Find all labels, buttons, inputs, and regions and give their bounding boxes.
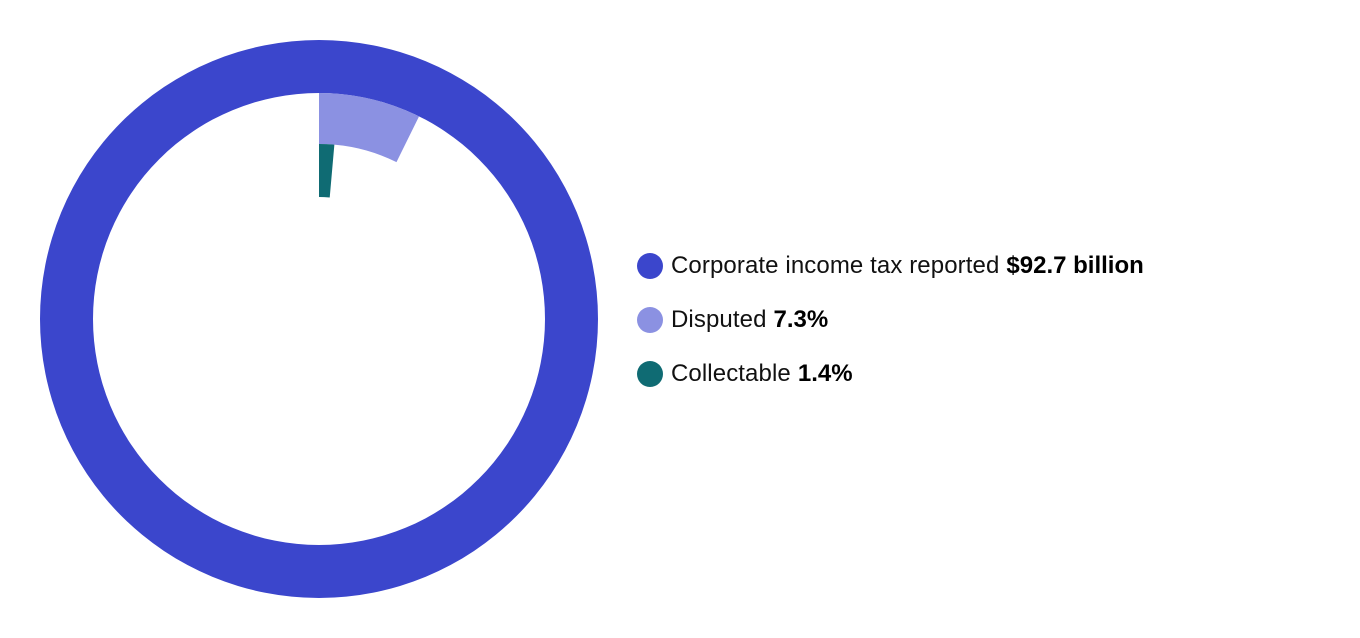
donut-chart bbox=[40, 40, 598, 598]
legend-value-disputed: 7.3% bbox=[773, 306, 829, 333]
legend-item-collectable: Collectable 1.4% bbox=[637, 356, 1144, 392]
legend-swatch-collectable bbox=[637, 361, 663, 387]
legend-value-collectable: 1.4% bbox=[797, 360, 853, 387]
legend-swatch-corporate-income-tax bbox=[637, 253, 663, 279]
legend-value-corporate-income-tax: $92.7 billion bbox=[1006, 252, 1144, 279]
legend-label-corporate-income-tax: Corporate income tax reported bbox=[671, 252, 1000, 279]
legend-item-corporate-income-tax: Corporate income tax reported $92.7 bill… bbox=[637, 248, 1144, 284]
chart-legend: Corporate income tax reported $92.7 bill… bbox=[637, 248, 1144, 410]
arc-disputed bbox=[319, 93, 420, 163]
legend-swatch-disputed bbox=[637, 307, 663, 333]
legend-label-collectable: Collectable bbox=[671, 360, 791, 387]
legend-item-disputed: Disputed 7.3% bbox=[637, 302, 1144, 338]
legend-label-disputed: Disputed bbox=[671, 306, 767, 333]
arc-collectable bbox=[319, 144, 335, 198]
donut-rings bbox=[40, 40, 598, 598]
